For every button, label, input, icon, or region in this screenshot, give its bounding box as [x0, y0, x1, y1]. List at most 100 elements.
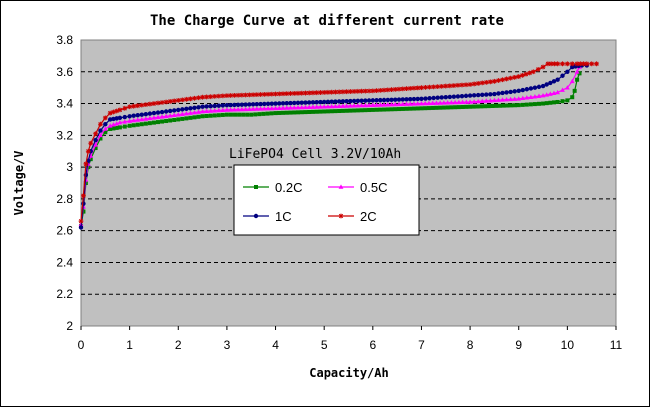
- data-point: [340, 108, 345, 113]
- data-point: [445, 105, 450, 110]
- data-point: [243, 92, 249, 98]
- data-point: [143, 111, 149, 117]
- data-point: [544, 101, 549, 106]
- data-point: [183, 111, 189, 116]
- data-point: [468, 104, 473, 109]
- data-point: [487, 79, 493, 85]
- data-point: [167, 99, 173, 104]
- data-point: [381, 87, 387, 93]
- data-point: [333, 89, 338, 95]
- data-point: [528, 102, 533, 107]
- data-point: [196, 95, 201, 101]
- data-point: [98, 128, 103, 133]
- data-point: [479, 98, 485, 103]
- data-point: [431, 95, 436, 101]
- data-point: [204, 104, 209, 109]
- data-point: [310, 100, 316, 105]
- data-point: [363, 98, 368, 103]
- data-point: [329, 99, 334, 104]
- data-point: [475, 92, 481, 98]
- data-point: [524, 87, 530, 92]
- data-point: [523, 71, 529, 77]
- data-point: [396, 97, 402, 102]
- data-point: [262, 101, 267, 107]
- data-point: [188, 115, 193, 120]
- data-point: [577, 61, 583, 67]
- data-point: [111, 126, 116, 131]
- data-point: [396, 101, 402, 107]
- data-point: [435, 84, 441, 90]
- x-tick-label: 3: [224, 338, 231, 352]
- data-point: [224, 107, 230, 112]
- data-point: [516, 74, 522, 79]
- data-point: [318, 90, 323, 95]
- data-point: [235, 106, 241, 112]
- data-point: [265, 111, 270, 116]
- data-point: [488, 92, 493, 97]
- data-point: [528, 94, 534, 99]
- data-point: [400, 86, 406, 92]
- data-point: [196, 114, 201, 119]
- x-tick-label: 0: [78, 338, 85, 352]
- data-point: [261, 111, 266, 116]
- data-point: [471, 81, 477, 87]
- data-point: [183, 96, 189, 102]
- data-point: [411, 106, 416, 111]
- data-point: [122, 105, 128, 111]
- data-point: [385, 107, 390, 112]
- legend-box: [233, 164, 420, 236]
- data-point: [411, 96, 417, 102]
- data-point: [340, 99, 346, 104]
- data-point: [314, 104, 320, 109]
- data-point: [359, 98, 364, 103]
- data-point: [408, 106, 413, 111]
- data-point: [303, 110, 308, 115]
- data-point: [232, 102, 237, 108]
- data-point: [224, 112, 229, 117]
- data-point: [310, 104, 316, 109]
- data-point: [492, 78, 497, 84]
- data-point: [404, 86, 409, 92]
- data-point: [463, 82, 469, 88]
- data-point: [117, 120, 123, 125]
- data-point: [505, 103, 510, 108]
- data-point: [273, 105, 278, 111]
- data-point: [307, 109, 312, 114]
- data-point: [555, 77, 560, 82]
- data-point: [351, 89, 357, 94]
- cell-annotation: LiFePO4 Cell 3.2V/10Ah: [229, 147, 401, 162]
- data-point: [220, 103, 226, 108]
- data-point: [532, 85, 538, 90]
- data-point: [494, 103, 499, 108]
- legend-label: 0.2C: [275, 180, 302, 195]
- data-point: [108, 126, 113, 131]
- data-point: [359, 88, 364, 94]
- data-point: [434, 105, 439, 110]
- data-point: [500, 77, 505, 83]
- data-point: [415, 101, 421, 106]
- data-point: [122, 114, 127, 120]
- data-point: [196, 109, 201, 114]
- data-point: [572, 88, 577, 93]
- data-point: [415, 96, 420, 102]
- data-point: [340, 103, 346, 108]
- legend-entry: 2C: [328, 209, 377, 224]
- data-point: [516, 88, 521, 94]
- data-point: [159, 109, 165, 115]
- x-tick-label: 6: [369, 338, 376, 352]
- data-point: [471, 104, 476, 109]
- data-point: [551, 61, 557, 67]
- data-point: [204, 114, 209, 119]
- x-tick-label: 11: [610, 338, 623, 352]
- data-point: [359, 102, 364, 108]
- data-point: [303, 104, 308, 110]
- data-point: [228, 102, 233, 108]
- data-point: [370, 107, 375, 112]
- data-point: [530, 69, 536, 75]
- data-point: [555, 89, 561, 95]
- data-point: [111, 109, 116, 115]
- data-point: [216, 93, 222, 99]
- data-point: [351, 103, 357, 108]
- data-point: [427, 84, 432, 90]
